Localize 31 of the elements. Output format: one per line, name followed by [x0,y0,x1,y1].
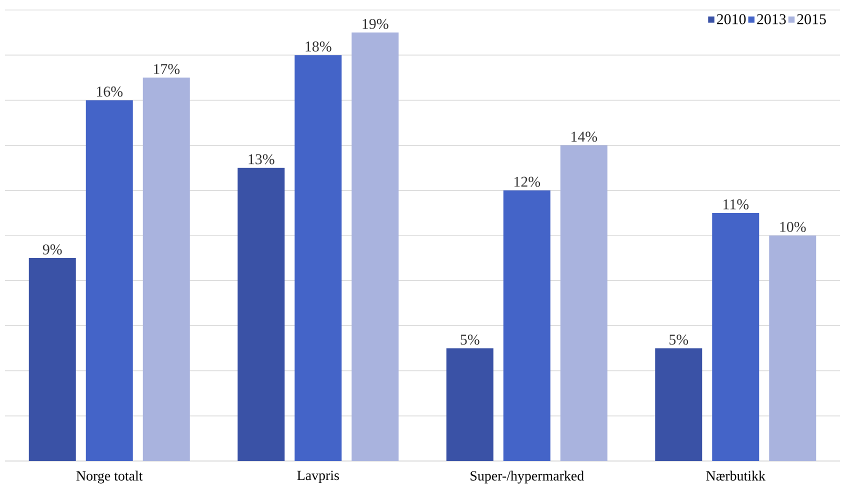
bar [712,212,760,461]
bar [446,348,494,461]
data-label: 19% [362,18,388,30]
data-label: 9% [42,244,62,255]
data-label: 10% [780,222,806,232]
bar [352,32,399,461]
data-label: 18% [306,41,332,52]
data-label: 13% [248,154,274,164]
data-label: 16% [96,86,123,97]
bar [28,258,76,461]
legend-label: 2010 [717,14,746,24]
x-tick-label: Norge totalt [76,470,143,484]
bar [142,78,190,461]
bar [769,236,816,461]
data-label: 5% [460,334,480,345]
data-label: 11% [724,199,749,210]
x-tick-label: Nærbutikk [706,470,766,481]
bar [655,348,702,461]
bar [503,190,550,461]
data-label: 14% [571,132,598,142]
data-label: 17% [154,64,180,74]
legend-label: 2015 [797,14,826,24]
bar [86,100,133,461]
bar [560,145,608,461]
data-label: 12% [514,176,540,187]
x-tick-label: Lavpris [297,470,339,483]
x-tick-label: Super-/hypermarked [470,470,584,484]
data-label: 5% [670,334,688,345]
bar [238,168,285,461]
bar [294,55,342,461]
legend-label: 2013 [757,14,786,24]
